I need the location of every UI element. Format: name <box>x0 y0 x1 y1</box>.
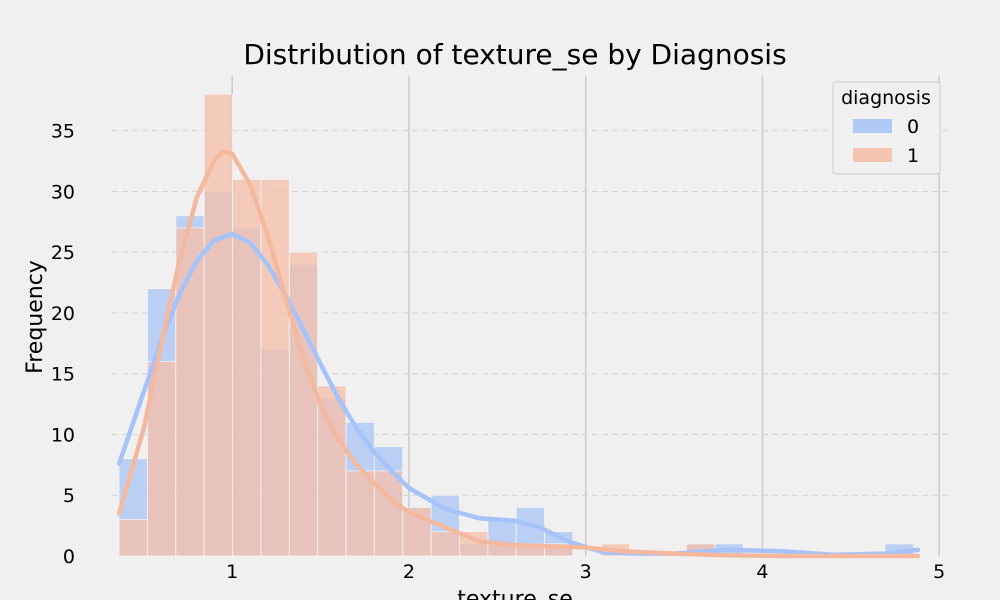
axis-tick-labels: 1 2 3 4 5 0 5 10 15 20 25 30 35 <box>51 121 945 583</box>
x-axis-label: texture_se <box>457 587 572 600</box>
legend-swatch-1 <box>853 148 892 162</box>
y-tick-label: 10 <box>51 424 75 446</box>
y-tick-label: 0 <box>63 546 75 568</box>
legend-swatch-0 <box>853 119 892 133</box>
legend: diagnosis 0 1 <box>832 81 941 175</box>
x-tick-label: 3 <box>580 561 592 583</box>
histogram-bar-1 <box>118 519 148 557</box>
chart-title: Distribution of texture_se by Diagnosis <box>243 38 786 71</box>
legend-label-1: 1 <box>907 145 919 167</box>
histogram-bar-1 <box>175 227 205 557</box>
x-tick-label: 2 <box>403 561 415 583</box>
y-tick-label: 35 <box>51 121 75 143</box>
histogram-bars <box>118 93 914 557</box>
y-tick-label: 5 <box>63 485 75 507</box>
x-tick-label: 1 <box>226 561 238 583</box>
x-tick-label: 5 <box>933 561 945 583</box>
legend-title: diagnosis <box>841 87 931 109</box>
histogram-bar-1 <box>345 470 375 557</box>
kde-curve-1 <box>116 149 921 559</box>
y-tick-label: 15 <box>51 364 75 386</box>
legend-label-0: 0 <box>907 116 919 138</box>
histogram-bar-1 <box>260 178 290 557</box>
kde-curves <box>116 149 921 559</box>
histogram-bar-1 <box>430 531 460 557</box>
y-tick-label: 30 <box>51 181 75 203</box>
x-tick-label: 4 <box>756 561 768 583</box>
histogram-bar-1 <box>288 251 319 557</box>
y-tick-label: 20 <box>51 303 75 325</box>
y-axis-label: Frequency <box>23 260 48 374</box>
y-tick-label: 25 <box>51 242 75 264</box>
histogram-bar-1 <box>203 93 233 557</box>
histogram-bar-1 <box>373 470 404 557</box>
